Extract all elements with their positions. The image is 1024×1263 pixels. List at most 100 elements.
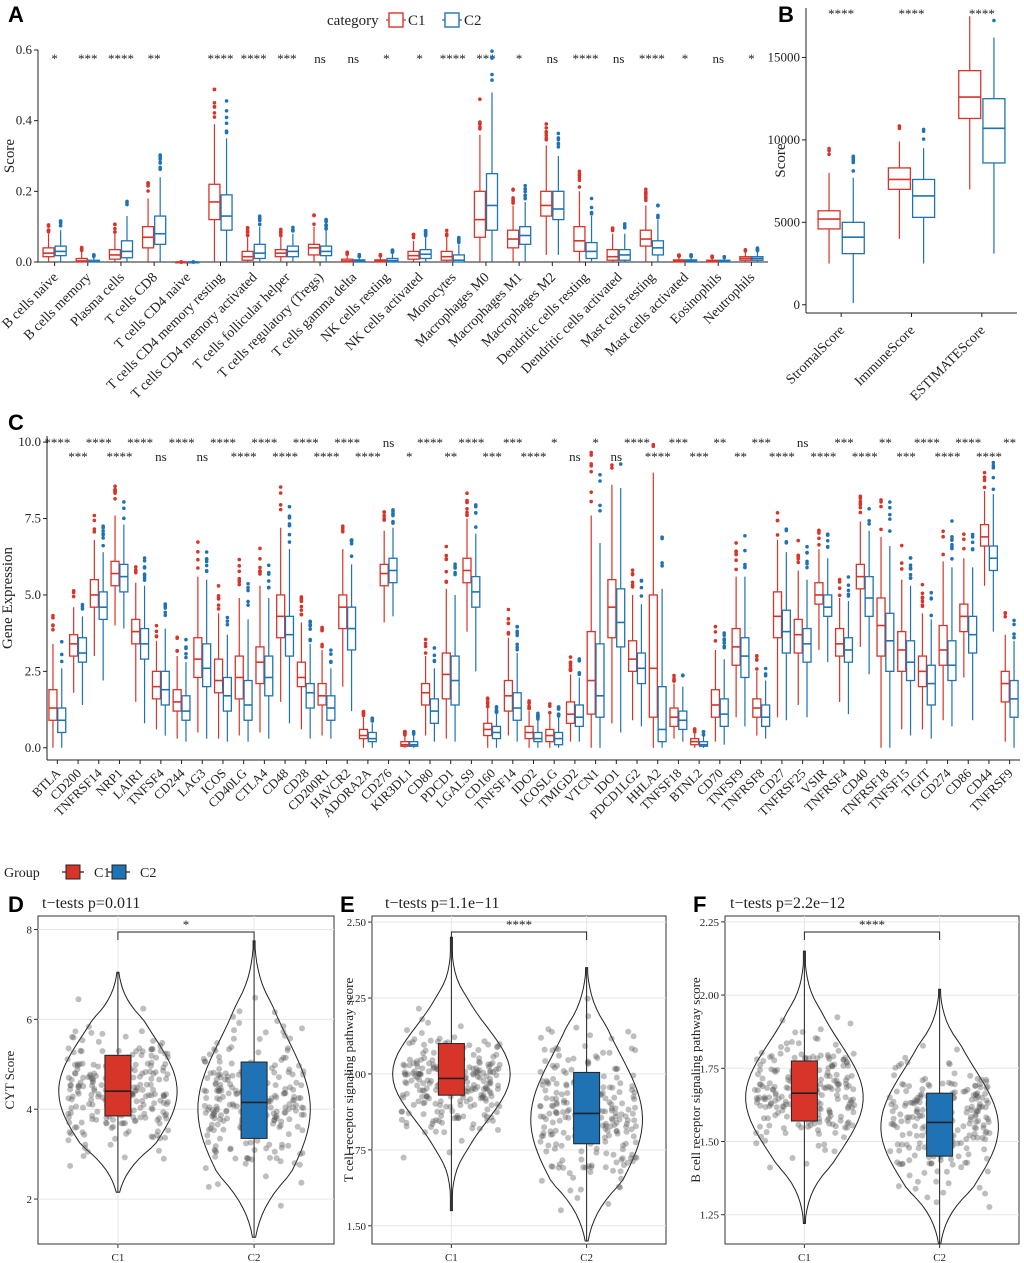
- data-point: [968, 1096, 975, 1103]
- data-point: [630, 1093, 637, 1100]
- data-point: [928, 1160, 935, 1167]
- data-point: [912, 1097, 919, 1104]
- outlier-point: [142, 558, 147, 563]
- box-c2: [616, 462, 626, 733]
- box-c1: [817, 146, 841, 264]
- data-point: [416, 1071, 423, 1077]
- data-point: [614, 1130, 621, 1137]
- outlier-point: [46, 224, 51, 228]
- data-point: [75, 1090, 82, 1097]
- y-tick-label: 8: [27, 924, 33, 936]
- box-c1: [876, 498, 886, 748]
- data-point: [971, 1124, 978, 1131]
- iqr-box: [979, 523, 990, 547]
- data-point: [777, 1050, 784, 1057]
- outlier-point: [163, 613, 168, 618]
- data-point: [428, 1077, 435, 1084]
- data-point: [80, 1074, 87, 1081]
- data-point: [207, 1070, 214, 1077]
- box-c2: [154, 153, 167, 262]
- data-point: [256, 1036, 263, 1042]
- outlier-point: [113, 226, 117, 231]
- data-point: [70, 1049, 77, 1056]
- outlier-point: [423, 651, 428, 655]
- outlier-point: [216, 593, 221, 598]
- box-c1: [545, 702, 555, 748]
- data-point: [850, 1050, 857, 1057]
- data-point: [559, 1157, 566, 1164]
- data-point: [912, 1123, 918, 1130]
- data-point: [284, 1045, 291, 1052]
- data-point: [201, 1058, 208, 1065]
- data-point: [154, 1117, 161, 1123]
- data-point: [67, 1086, 74, 1093]
- outlier-point: [639, 578, 644, 583]
- y-tick-label: 2.50: [347, 917, 367, 929]
- data-point: [244, 1155, 250, 1161]
- data-point: [429, 1057, 436, 1064]
- outlier-point: [515, 647, 519, 652]
- data-point: [67, 1162, 74, 1169]
- outlier-point: [465, 491, 469, 496]
- data-point: [95, 1038, 102, 1045]
- data-point: [570, 1055, 577, 1062]
- iqr-box: [284, 615, 295, 657]
- y-tick-label: 5.0: [25, 587, 41, 602]
- data-point: [549, 1095, 556, 1102]
- data-point: [914, 1115, 921, 1122]
- outlier-point: [216, 603, 221, 607]
- data-point: [922, 1075, 929, 1082]
- data-point: [584, 995, 591, 1002]
- data-point: [295, 1095, 302, 1102]
- data-point: [143, 1081, 150, 1088]
- data-point: [251, 1147, 258, 1153]
- data-point: [615, 1183, 622, 1190]
- data-point: [562, 1114, 569, 1121]
- significance-label: *: [183, 917, 190, 932]
- outlier-point: [349, 538, 354, 543]
- outlier-point: [175, 648, 179, 653]
- data-point: [425, 1019, 431, 1026]
- outlier-point: [146, 182, 150, 187]
- data-point: [560, 1109, 566, 1116]
- outlier-point: [204, 563, 209, 568]
- outlier-point: [511, 188, 515, 192]
- data-point: [548, 1163, 555, 1170]
- box-c2: [243, 582, 253, 742]
- data-point: [266, 1141, 273, 1148]
- outlier-point: [278, 503, 283, 507]
- data-point: [476, 1060, 483, 1066]
- data-point: [130, 1092, 136, 1099]
- data-point: [470, 1070, 477, 1077]
- outlier-point: [478, 120, 482, 124]
- outlier-point: [589, 210, 594, 215]
- data-point: [550, 1103, 556, 1110]
- data-point: [428, 1124, 435, 1130]
- y-tick-label: 6: [27, 1014, 33, 1026]
- significance-label: ***: [751, 435, 771, 450]
- data-point: [906, 1172, 913, 1179]
- data-point: [916, 1140, 923, 1147]
- data-point: [814, 1035, 821, 1042]
- data-point: [631, 1096, 638, 1103]
- data-point: [210, 1111, 217, 1118]
- data-point: [80, 1153, 87, 1159]
- data-point: [300, 1105, 307, 1112]
- data-point: [244, 1155, 251, 1162]
- data-point: [205, 1106, 212, 1113]
- data-point: [206, 1104, 213, 1111]
- outlier-point: [444, 580, 449, 584]
- data-point: [165, 1127, 172, 1134]
- data-point: [484, 1117, 491, 1124]
- data-point: [826, 1107, 833, 1113]
- outlier-point: [825, 545, 830, 549]
- outlier-point: [444, 544, 449, 549]
- legend-swatch-box: [444, 12, 460, 28]
- outlier-point: [692, 727, 697, 732]
- data-point: [419, 1016, 426, 1023]
- data-point: [984, 1083, 991, 1090]
- data-point: [946, 1061, 953, 1068]
- data-point: [814, 1055, 821, 1062]
- iqr-box: [317, 682, 327, 706]
- iqr-box: [793, 618, 803, 654]
